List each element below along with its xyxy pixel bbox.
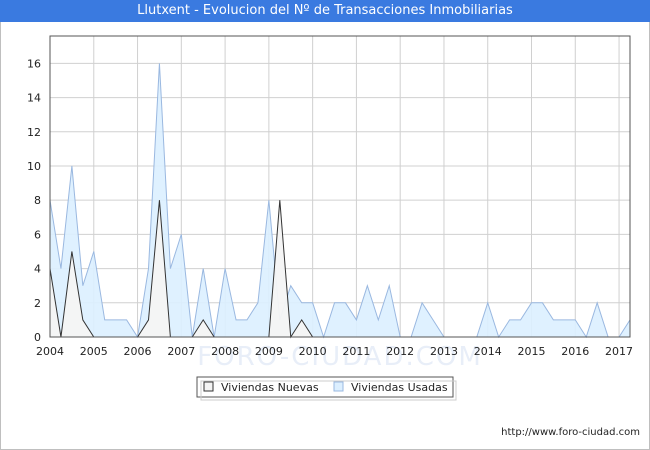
y-tick-label: 6 [34,228,41,241]
x-tick-label: 2015 [518,345,546,358]
x-tick-label: 2005 [80,345,108,358]
x-tick-label: 2007 [167,345,195,358]
series-usadas-area [50,63,630,338]
grid [49,36,630,338]
watermark: FORO-CIUDAD.COM [197,342,483,372]
legend-box [196,376,454,398]
x-tick-label: 2009 [255,345,283,358]
legend-label-nuevas: Viviendas Nuevas [221,381,319,394]
y-tick-label: 10 [27,160,41,173]
x-tick-label: 2017 [605,345,633,358]
legend: Viviendas Nuevas Viviendas Usadas [196,376,457,401]
x-tick-label: 2011 [342,345,370,358]
legend-swatch-nuevas [203,381,214,392]
x-tick-label: 2010 [299,345,327,358]
chart-title: Llutxent - Evolucion del Nº de Transacci… [0,0,650,22]
legend-shadow [200,380,457,401]
y-tick-label: 8 [34,194,41,207]
x-axis: 2004 2005 2006 2007 2008 2009 2010 2011 2012 2013… [36,345,633,358]
y-tick-label: 4 [34,263,41,276]
x-tick-label: 2016 [561,345,589,358]
y-tick-label: 14 [27,92,41,105]
legend-swatch-usadas [333,381,344,392]
plot-area [49,35,631,338]
y-tick-label: 16 [27,57,41,70]
source-credit: http://www.foro-ciudad.com [501,427,640,438]
y-axis: 0 2 4 6 8 10 12 14 16 [27,57,41,344]
legend-label-usadas: Viviendas Usadas [351,381,448,394]
x-tick-label: 2006 [124,345,152,358]
x-tick-label: 2004 [36,345,64,358]
x-tick-label: 2013 [430,345,458,358]
y-tick-label: 0 [34,331,41,344]
y-tick-label: 12 [27,126,41,139]
x-tick-label: 2014 [474,345,502,358]
series-usadas-line [49,63,631,339]
x-tick-label: 2012 [386,345,414,358]
y-tick-label: 2 [34,297,41,310]
x-tick-label: 2008 [211,345,239,358]
